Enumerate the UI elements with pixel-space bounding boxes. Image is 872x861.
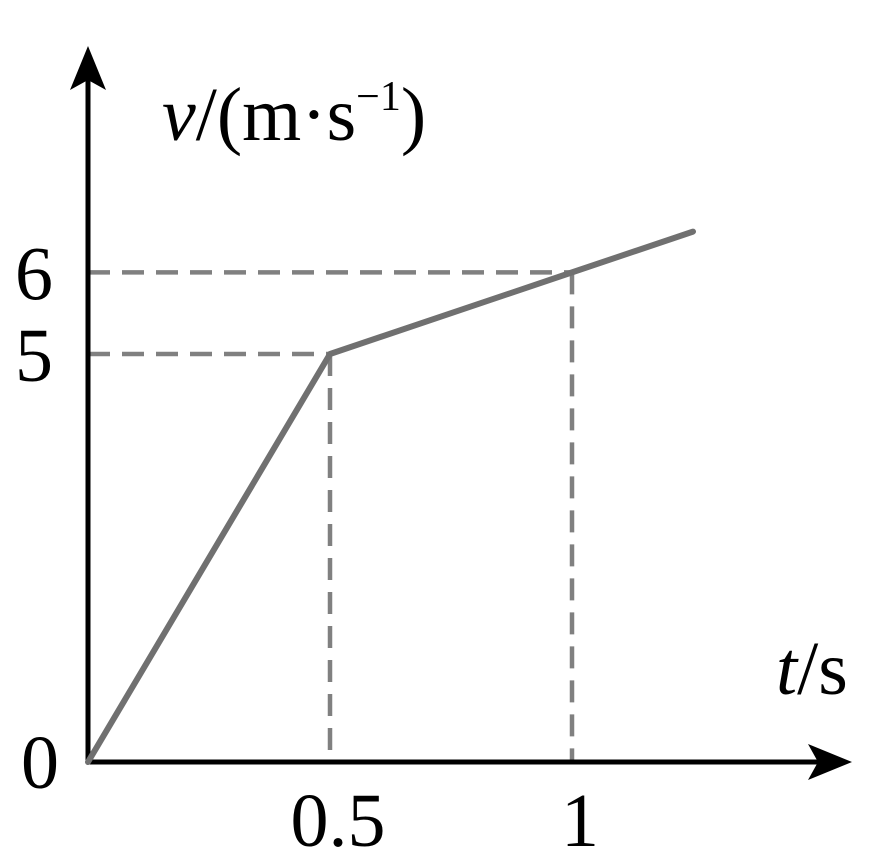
y-axis-title: v/(m·s−1) [162, 73, 426, 157]
origin-label: 0 [21, 721, 59, 805]
x-tick-label-1: 1 [561, 779, 599, 861]
y-axis-unit-open: /(m·s [196, 73, 356, 157]
x-axis-unit: s [818, 627, 848, 711]
y-axis-arrow [70, 46, 106, 90]
x-axis-unit-slash: / [797, 627, 819, 711]
y-axis-unit-close: ) [401, 73, 426, 157]
series-line-0 [85, 228, 696, 765]
y-tick-label-1: 6 [15, 232, 53, 316]
y-tick-label-0: 5 [15, 314, 53, 398]
x-axis-title: t/s [776, 627, 848, 711]
ticks-layer: 0.5 1 56 [15, 232, 599, 861]
x-axis-variable: t [776, 627, 799, 711]
guides-layer [88, 270, 575, 762]
x-tick-label-0: 0.5 [291, 779, 386, 861]
x-axis-arrow [808, 744, 852, 780]
series-layer [85, 228, 696, 765]
y-axis-unit-exponent: −1 [356, 74, 401, 120]
y-axis-variable: v [162, 73, 196, 157]
